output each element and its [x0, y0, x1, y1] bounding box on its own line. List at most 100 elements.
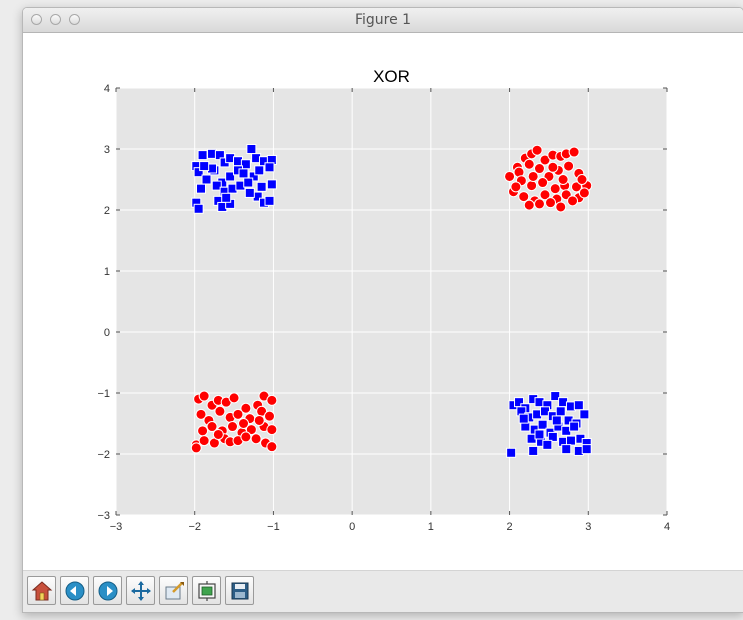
circle-point	[527, 170, 539, 182]
square-point	[211, 180, 222, 191]
circle-point	[240, 402, 252, 414]
forward-arrow-icon	[98, 581, 117, 600]
figure-window: Figure 1 −3 −2 −1 0 1 2 3 4 −3 −2 −1 0 1 2 3 4 XOR	[22, 7, 743, 613]
save-button[interactable]	[225, 576, 254, 605]
circle-point	[537, 177, 549, 189]
back-arrow-icon	[65, 581, 84, 600]
square-point	[534, 429, 545, 440]
y-tick-label: 0	[104, 327, 110, 339]
axis-ticks: −3 −2 −1 0 1 2 3 4 −3 −2 −1 0 1 2 3 4	[97, 83, 670, 533]
circle-point	[549, 183, 561, 195]
square-point	[264, 195, 275, 206]
x-tick-label: 0	[349, 521, 355, 533]
circle-point	[266, 424, 278, 436]
square-point	[537, 419, 548, 430]
circle-point	[523, 158, 535, 170]
square-point	[193, 167, 204, 178]
forward-button[interactable]	[93, 576, 122, 605]
x-tick-label: −1	[267, 521, 280, 533]
zoom-rect-icon	[165, 581, 184, 599]
square-point	[193, 203, 204, 214]
square-point	[196, 183, 207, 194]
circle-point	[197, 425, 209, 437]
circle-point	[253, 414, 265, 426]
y-tick-label: 3	[104, 144, 110, 156]
configure-subplots-button[interactable]	[192, 576, 221, 605]
square-point	[565, 435, 576, 446]
square-point	[197, 150, 208, 161]
square-point	[248, 171, 259, 182]
y-tick-label: −3	[97, 510, 110, 522]
figure-canvas[interactable]: −3 −2 −1 0 1 2 3 4 −3 −2 −1 0 1 2 3 4 XOR	[23, 33, 743, 570]
navigation-toolbar	[23, 570, 743, 612]
circle-point	[228, 392, 240, 404]
circle-point	[198, 390, 210, 402]
x-tick-label: 4	[664, 521, 670, 533]
zoom-window-icon[interactable]	[69, 14, 80, 25]
square-point	[561, 444, 572, 455]
square-point	[225, 171, 236, 182]
title-bar[interactable]: Figure 1	[23, 8, 743, 33]
window-title: Figure 1	[354, 12, 412, 28]
pan-button[interactable]	[126, 576, 155, 605]
circle-point	[510, 181, 522, 193]
square-point	[528, 445, 539, 456]
circle-point	[533, 198, 545, 210]
zoom-button[interactable]	[159, 576, 188, 605]
square-point	[264, 162, 275, 173]
square-point	[266, 179, 277, 190]
circle-point	[263, 410, 275, 422]
circle-point	[232, 408, 244, 420]
circle-point	[531, 144, 543, 156]
xor-scatter-chart: −3 −2 −1 0 1 2 3 4 −3 −2 −1 0 1 2 3 4 XOR	[97, 67, 670, 533]
circle-point	[206, 421, 218, 433]
circle-point	[578, 187, 590, 199]
square-point	[555, 406, 566, 417]
subplots-icon	[197, 580, 216, 601]
chart-title: XOR	[373, 67, 410, 86]
square-point	[256, 181, 267, 192]
home-button[interactable]	[27, 576, 56, 605]
circle-point	[504, 170, 516, 182]
y-tick-label: 1	[104, 266, 110, 278]
square-point	[238, 168, 249, 179]
square-point	[542, 439, 553, 450]
circle-point	[547, 161, 559, 173]
data-points	[190, 144, 593, 458]
home-icon	[31, 580, 52, 600]
circle-point	[212, 428, 224, 440]
circle-point	[240, 431, 252, 443]
square-point	[550, 391, 561, 402]
circle-point	[214, 405, 226, 417]
circle-point	[266, 441, 278, 453]
y-tick-label: −2	[97, 449, 110, 461]
square-point	[201, 174, 212, 185]
square-point	[243, 177, 254, 188]
circle-point	[266, 394, 278, 406]
square-point	[506, 447, 517, 458]
floppy-disk-icon	[231, 582, 248, 599]
square-point	[581, 444, 592, 455]
square-point	[551, 415, 562, 426]
square-point	[547, 431, 558, 442]
close-window-icon[interactable]	[31, 14, 42, 25]
square-point	[569, 421, 580, 432]
circle-point	[245, 424, 257, 436]
y-tick-label: −1	[97, 388, 110, 400]
x-tick-label: 3	[585, 521, 591, 533]
square-point	[244, 187, 255, 198]
circle-point	[563, 160, 575, 172]
circle-point	[518, 191, 530, 203]
circle-point	[250, 433, 262, 445]
minimize-window-icon[interactable]	[50, 14, 61, 25]
circle-point	[568, 146, 580, 158]
square-point	[199, 161, 210, 172]
back-button[interactable]	[60, 576, 89, 605]
y-tick-label: 4	[104, 83, 110, 95]
square-point	[518, 413, 529, 424]
circle-point	[190, 442, 202, 454]
x-tick-label: −3	[110, 521, 123, 533]
circle-point	[526, 180, 538, 192]
circle-point	[545, 197, 557, 209]
square-point	[579, 409, 590, 420]
